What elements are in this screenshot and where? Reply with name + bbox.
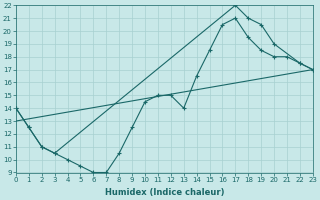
X-axis label: Humidex (Indice chaleur): Humidex (Indice chaleur) <box>105 188 224 197</box>
